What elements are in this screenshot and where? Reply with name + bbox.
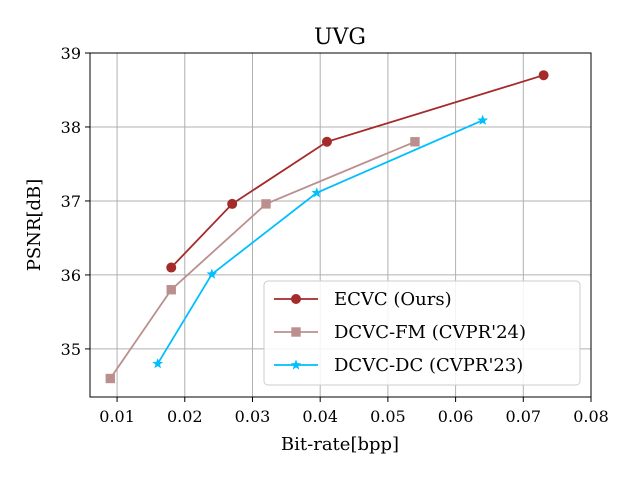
legend-item: DCVC-FM (CVPR'24) xyxy=(274,322,526,343)
legend: ECVC (Ours) DCVC-FM (CVPR'24) DCVC-DC (CVP… xyxy=(263,280,581,386)
legend-label: ECVC (Ours) xyxy=(334,289,452,310)
data-point-square xyxy=(166,285,176,295)
ticks: 0.01 0.02 0.03 0.04 0.05 0.06 0.07 0.08 35 36 37 38… xyxy=(61,44,609,426)
x-tick-label: 0.08 xyxy=(573,407,609,426)
series-layer xyxy=(105,70,549,384)
y-tick-label: 39 xyxy=(61,44,81,63)
y-tick-label: 35 xyxy=(61,340,81,359)
x-tick-label: 0.01 xyxy=(99,407,135,426)
plot-frame xyxy=(89,52,592,398)
x-tick-label: 0.02 xyxy=(167,407,203,426)
data-point-circle xyxy=(321,136,332,147)
y-tick-label: 36 xyxy=(61,266,81,285)
series-line xyxy=(170,74,544,269)
x-tick-label: 0.05 xyxy=(370,407,406,426)
y-tick-label: 38 xyxy=(61,118,81,137)
series-2 xyxy=(105,137,420,384)
series-line xyxy=(109,140,416,380)
data-point-star xyxy=(311,187,323,198)
data-point-circle xyxy=(227,198,238,209)
data-point-square xyxy=(261,199,271,209)
series-1 xyxy=(166,70,549,273)
series-3 xyxy=(152,114,489,369)
legend-item: ECVC (Ours) xyxy=(274,289,452,310)
y-tick-label: 37 xyxy=(61,192,81,211)
legend-label: DCVC-FM (CVPR'24) xyxy=(334,322,526,343)
data-point-square xyxy=(410,137,420,147)
data-point-star xyxy=(290,359,302,370)
x-tick-label: 0.04 xyxy=(302,407,338,426)
legend-label: DCVC-DC (CVPR'23) xyxy=(334,355,523,376)
chart-title: UVG xyxy=(314,25,366,50)
data-point-star xyxy=(152,358,164,369)
x-tick-label: 0.03 xyxy=(235,407,271,426)
data-point-square xyxy=(105,373,116,384)
x-axis-label: Bit-rate[bpp] xyxy=(281,434,399,455)
data-point-circle xyxy=(538,70,549,81)
x-tick-label: 0.06 xyxy=(438,407,474,426)
data-point-star xyxy=(477,114,489,125)
legend-box xyxy=(263,280,581,386)
x-tick-label: 0.07 xyxy=(505,407,541,426)
data-point-circle xyxy=(291,294,301,304)
data-point-circle xyxy=(166,262,177,273)
legend-item: DCVC-DC (CVPR'23) xyxy=(274,355,523,376)
y-axis-label: PSNR[dB] xyxy=(24,179,45,272)
series-line xyxy=(156,119,484,365)
data-point-star xyxy=(206,268,218,279)
data-point-square xyxy=(291,327,301,337)
